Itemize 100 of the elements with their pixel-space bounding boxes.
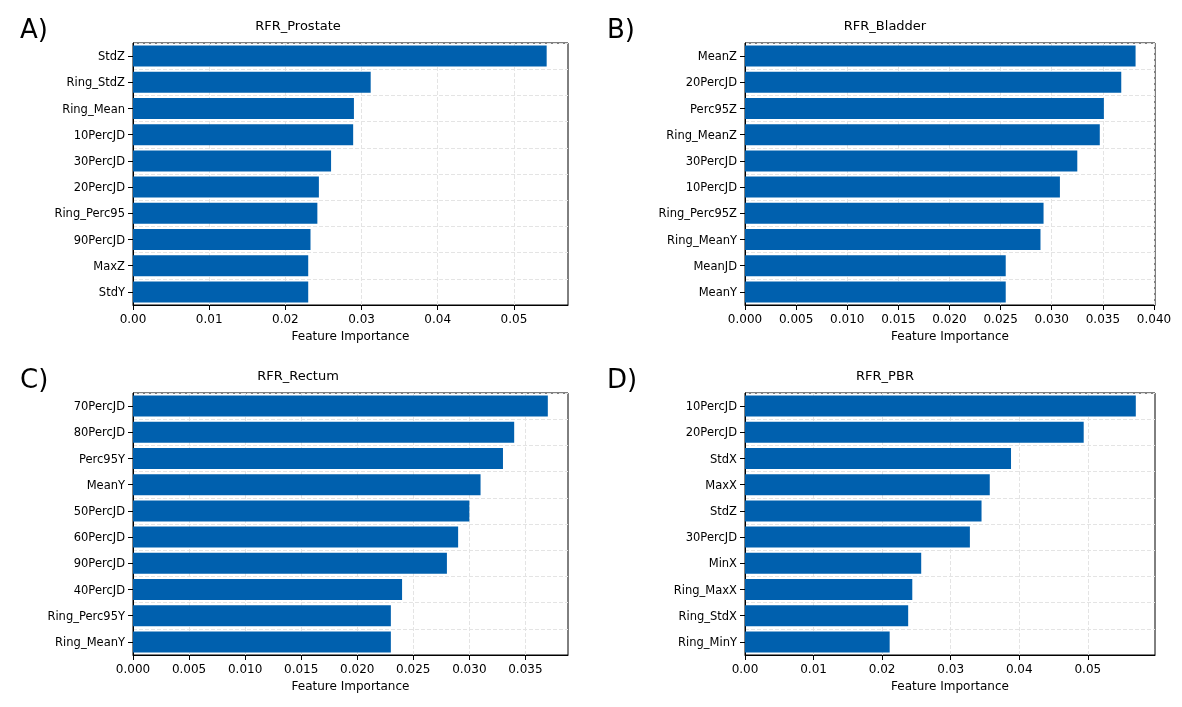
x-tick-label: 0.005 (171, 662, 207, 676)
x-tick-label: 0.005 (778, 312, 814, 326)
bar (745, 176, 1060, 198)
y-tick-label: 10PercJD (685, 399, 738, 414)
y-tick-label: 20PercJD (685, 425, 738, 440)
y-tick-label: Ring_Perc95 (54, 206, 125, 221)
bar (133, 71, 371, 93)
y-tick-label: StdY (98, 284, 126, 299)
text: D) (607, 364, 638, 394)
y-tick-label: StdZ (98, 49, 126, 64)
chart-title: RFR_Bladder (843, 18, 927, 33)
bar (745, 395, 1136, 417)
y-tick-label: Ring_MeanY (667, 232, 738, 247)
y-tick-label: Ring_StdZ (66, 75, 126, 90)
bar (133, 579, 403, 600)
x-tick-label: 0.030 (452, 662, 487, 676)
x-tick-label: 0.035 (1085, 312, 1121, 326)
y-tick-label: Ring_StdX (678, 608, 738, 623)
y-tick-label: Perc95Z (690, 101, 738, 116)
bar (133, 202, 318, 224)
x-tick-label: 0.015 (283, 662, 319, 676)
bar (745, 448, 1012, 469)
y-tick-label: Ring_MinY (678, 634, 738, 649)
x-tick-label: 0.05 (500, 312, 528, 326)
bar (133, 605, 391, 627)
y-tick-label: 30PercJD (73, 153, 126, 168)
bar (745, 150, 1078, 172)
x-tick-label: 0.030 (1034, 312, 1069, 326)
text: C) (20, 364, 49, 394)
x-tick-label: 0.00 (119, 312, 147, 326)
bar (745, 98, 1104, 119)
y-tick-label: Ring_Perc95Y (47, 608, 126, 623)
bar (133, 45, 547, 67)
y-tick-label: MinX (708, 556, 738, 571)
x-tick-label: 0.010 (227, 662, 263, 676)
y-tick-label: MaxX (705, 477, 738, 492)
x-tick-label: 0.03 (937, 662, 965, 676)
bar (745, 421, 1084, 443)
y-tick-label: 40PercJD (73, 582, 126, 597)
x-tick-label: 0.025 (983, 312, 1018, 326)
bar (745, 552, 922, 574)
bar (133, 150, 332, 172)
bar (745, 124, 1100, 146)
x-axis-title: Feature Importance (891, 328, 1009, 343)
y-tick-label: StdX (710, 451, 738, 466)
y-tick-label: 30PercJD (685, 530, 738, 545)
x-tick-label: 0.000 (727, 312, 763, 326)
y-tick-label: Ring_Perc95Z (658, 206, 738, 221)
x-tick-label: 0.035 (508, 662, 543, 676)
bar (133, 176, 319, 198)
text: A) (20, 14, 48, 44)
x-tick-label: 0.015 (881, 312, 916, 326)
y-tick-label: 70PercJD (73, 399, 126, 414)
y-tick-label: Ring_MaxX (673, 582, 738, 597)
y-tick-label: 90PercJD (73, 232, 126, 247)
y-tick-label: 80PercJD (73, 425, 126, 440)
y-tick-label: 10PercJD (685, 180, 738, 195)
bar (745, 255, 1006, 277)
x-tick-label: 0.020 (340, 662, 375, 676)
bar (745, 229, 1041, 250)
chart-title: RFR_Prostate (255, 18, 341, 33)
chart-title: RFR_PBR (856, 368, 914, 383)
x-tick-label: 0.00 (731, 662, 759, 676)
bar (133, 229, 311, 250)
y-tick-label: 60PercJD (73, 530, 126, 545)
x-axis-title: Feature Importance (291, 328, 410, 343)
bar (745, 71, 1122, 93)
x-tick-label: 0.000 (115, 662, 151, 676)
y-tick-label: Perc95Y (78, 451, 126, 466)
x-tick-label: 0.03 (348, 312, 375, 326)
bar (745, 579, 913, 600)
bar (745, 631, 890, 653)
y-tick-label: 10PercJD (73, 127, 126, 142)
y-tick-label: 20PercJD (685, 75, 738, 90)
y-tick-label: Ring_Mean (62, 101, 125, 116)
bar (745, 281, 1006, 303)
bar (745, 474, 990, 496)
x-tick-label: 0.01 (195, 312, 223, 326)
y-tick-label: 50PercJD (73, 503, 126, 518)
x-axis-title: Feature Importance (891, 678, 1009, 693)
y-tick-label: 20PercJD (73, 180, 126, 195)
x-tick-label: 0.010 (830, 312, 865, 326)
x-tick-label: 0.05 (1074, 662, 1102, 676)
x-tick-label: 0.04 (424, 312, 452, 326)
bar (133, 631, 391, 653)
bar (133, 500, 470, 522)
y-tick-label: 30PercJD (685, 153, 738, 168)
x-tick-label: 0.025 (396, 662, 431, 676)
y-tick-label: Ring_MeanZ (666, 127, 738, 142)
y-tick-label: MeanY (86, 477, 126, 492)
chart-title: RFR_Rectum (257, 368, 339, 383)
y-tick-label: StdZ (710, 503, 738, 518)
bar (133, 98, 354, 119)
y-tick-label: Ring_MeanY (55, 634, 126, 649)
bar (133, 124, 354, 146)
bar (133, 395, 548, 417)
bar (133, 552, 447, 574)
y-tick-label: MaxZ (93, 258, 126, 273)
bar (133, 255, 309, 277)
bar (745, 500, 982, 522)
